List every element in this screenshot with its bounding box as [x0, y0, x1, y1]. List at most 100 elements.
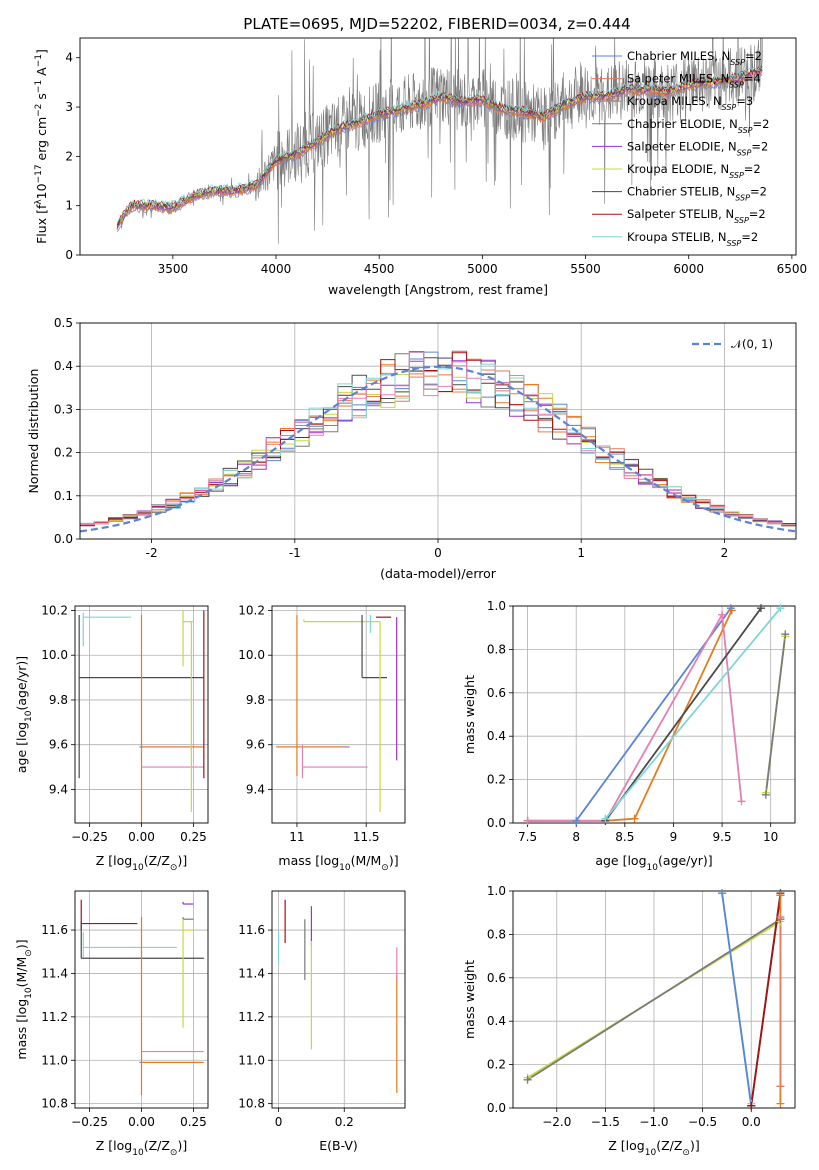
age_vs_Z-plot-area: [78, 610, 205, 823]
mass_vs_EBV-ytick-label: 11.4: [238, 966, 265, 980]
legend-label: Chabrier MILES, NSSP=2: [627, 49, 762, 67]
weight_vs_age-ylabel: mass weight: [462, 675, 477, 754]
age_vs_Z-xtick-label: −0.25: [71, 830, 108, 844]
weight-line: [604, 607, 762, 822]
mass_vs_Z-ytick-label: 11.2: [41, 1010, 68, 1024]
legend-label: Salpeter STELIB, NSSP=2: [627, 207, 766, 225]
age_vs_mass-frame: [271, 605, 406, 824]
weight-marker: [523, 816, 532, 825]
mass_vs_EBV-ytick-label: 11.0: [238, 1053, 265, 1067]
residuals-plot-area: [80, 350, 796, 533]
spectrum-ytick-label: 1: [65, 199, 73, 213]
spectrum-plot-area: [116, 38, 763, 244]
residuals-panel: -2 -1 0 1 2 0.0 0.1 0.2 0.3 0.4 0.5 𝒩(0, 1) (data-mo…: [26, 316, 797, 581]
mass_vs_EBV-ytick-label: 10.8: [238, 1097, 265, 1111]
weight_vs_Z-xlabel: Z [log10(Z/Z⊙)]: [608, 1138, 699, 1158]
residuals-xtick-label: 2: [721, 546, 729, 560]
weight-marker: [572, 816, 581, 825]
spectrum-xtick-label: 4000: [261, 262, 292, 276]
weight-line: [604, 607, 782, 820]
weight_vs_Z-xtick-label: −0.5: [688, 1115, 717, 1129]
residuals-ytick-label: 0.4: [54, 359, 73, 373]
weight_vs_Z-xtick-label: −1.5: [591, 1115, 620, 1129]
mass_vs_Z-frame: [74, 890, 209, 1109]
spectrum-xtick-label: 5500: [570, 262, 601, 276]
age_vs_Z-ytick-label: 9.4: [49, 782, 68, 796]
weight_vs_Z-xtick-label: −2.0: [542, 1115, 571, 1129]
weight_vs_Z-ylabel: mass weight: [462, 960, 477, 1039]
age_vs_Z-frame: [74, 605, 209, 824]
mass_vs_Z-plot-area: [80, 899, 204, 1095]
weight-marker: [781, 630, 790, 639]
weight_vs_age-panel: 7.5 8 8.5 9 9.5 10 0.0 0.2 0.4 0.6 0.8 1.0 mass weig…: [462, 599, 796, 844]
weight-marker: [761, 790, 770, 799]
weight-marker: [630, 814, 639, 823]
weight_vs_age-xtick-label: 8.5: [615, 830, 634, 844]
age_vs_mass-ytick-label: 9.8: [246, 693, 265, 707]
residual-histogram-step: [80, 351, 796, 526]
weight_vs_age-xtick-label: 9: [670, 830, 678, 844]
age_vs_mass-xtick-label: 11: [289, 830, 304, 844]
age_vs_mass-panel: 11 11.5 9.4 9.6 9.8 10.0 10.2: [238, 603, 406, 844]
mass_vs_Z-xtick-label: 0.00: [128, 1115, 155, 1129]
age_vs_Z-ytick-label: 9.6: [49, 738, 68, 752]
weight-marker: [756, 604, 765, 613]
age_vs_Z-ytick-label: 9.8: [49, 693, 68, 707]
weight-marker: [737, 797, 746, 806]
spectrum-panel: 3500 4000 4500 5000 5500 6000 6500 0 1 2 3 4 Chabrie…: [65, 37, 807, 297]
age_vs_mass-plot-area: [276, 614, 398, 812]
age_vs_mass-xtick-label: 11.5: [353, 830, 380, 844]
weight-marker: [776, 1082, 785, 1091]
weight_vs_age-xtick-label: 7.5: [518, 830, 537, 844]
age_vs_Z-xlabel: Z [log10(Z/Z⊙)]: [96, 853, 187, 873]
legend-label: Kroupa ELODIE, NSSP=2: [627, 162, 761, 180]
residuals-xtick-label: 1: [577, 546, 585, 560]
weight_vs_age-ytick-label: 0.0: [487, 816, 506, 830]
spectrum-xlabel: wavelength [Angstrom, rest frame]: [328, 282, 548, 297]
weight_vs_age-xtick-label: 10: [763, 830, 778, 844]
weight-line: [527, 918, 781, 1081]
spectrum-xtick-label: 5000: [467, 262, 498, 276]
mass_vs_EBV-panel: 0 0.2 10.8 11.0 11.2 11.4 11.6 E(B-V): [238, 890, 406, 1153]
mass_vs_Z-xlabel: Z [log10(Z/Z⊙)]: [96, 1138, 187, 1158]
weight_vs_Z-ytick-label: 0.2: [487, 1058, 506, 1072]
weight-line: [527, 611, 743, 822]
weight_vs_Z-xtick-label: 0.0: [742, 1115, 761, 1129]
age_vs_Z-xtick-label: 0.00: [128, 830, 155, 844]
mass_vs_Z-panel: −0.25 0.00 0.25 10.8 11.0 11.2 11.4 11.6: [41, 890, 209, 1129]
weight_vs_Z-ytick-label: 0.4: [487, 1014, 506, 1028]
weight-marker: [776, 604, 785, 613]
mass_vs_Z-ytick-label: 11.4: [41, 966, 68, 980]
residuals-ytick-label: 0.2: [54, 446, 73, 460]
weight-marker: [727, 606, 736, 615]
figure-title: PLATE=0695, MJD=52202, FIBERID=0034, z=0…: [243, 15, 630, 33]
weight_vs_Z-ytick-label: 1.0: [487, 884, 506, 898]
residuals-xtick-label: -1: [289, 546, 301, 560]
mass_vs_EBV-plot-area: [277, 899, 398, 1093]
age_vs_mass-ytick-label: 9.4: [246, 782, 265, 796]
legend-label: Chabrier STELIB, NSSP=2: [627, 185, 767, 203]
weight_vs_age-ytick-label: 0.2: [487, 773, 506, 787]
mass_vs_Z-xtick-label: 0.25: [180, 1115, 207, 1129]
age_vs_mass-ytick-label: 10.0: [238, 648, 265, 662]
weight_vs_Z-ytick-label: 0.6: [487, 971, 506, 985]
mass_vs_EBV-xtick-label: 0: [275, 1115, 283, 1129]
mass_vs_Z-ylabel: mass [log10(M/M⊙)]: [14, 939, 34, 1059]
weight_vs_Z-plot-area: [527, 893, 782, 1106]
weight_vs_age-ytick-label: 0.8: [487, 642, 506, 656]
age_vs_Z-ytick-label: 10.2: [41, 603, 68, 617]
residuals-ytick-label: 0.1: [54, 489, 73, 503]
residuals-xlabel: (data-model)/error: [380, 566, 497, 581]
weight-marker: [601, 814, 610, 823]
mass_vs_EBV-frame: [271, 890, 406, 1109]
weight-marker: [718, 889, 727, 898]
weight_vs_age-xlabel: age [log10(age/yr)]: [595, 853, 712, 873]
normal-curve: [80, 365, 796, 533]
weight_vs_age-ytick-label: 0.4: [487, 729, 506, 743]
spectrum-ylabel: Flux [fλ10−17 erg cm−2 s−1 A−1]: [34, 49, 49, 244]
weight-marker: [523, 1075, 532, 1084]
model-spectrum-kroupa-stelib: [116, 66, 763, 222]
legend-label: Kroupa STELIB, NSSP=2: [627, 230, 758, 248]
age_vs_Z-xtick-label: 0.25: [180, 830, 207, 844]
